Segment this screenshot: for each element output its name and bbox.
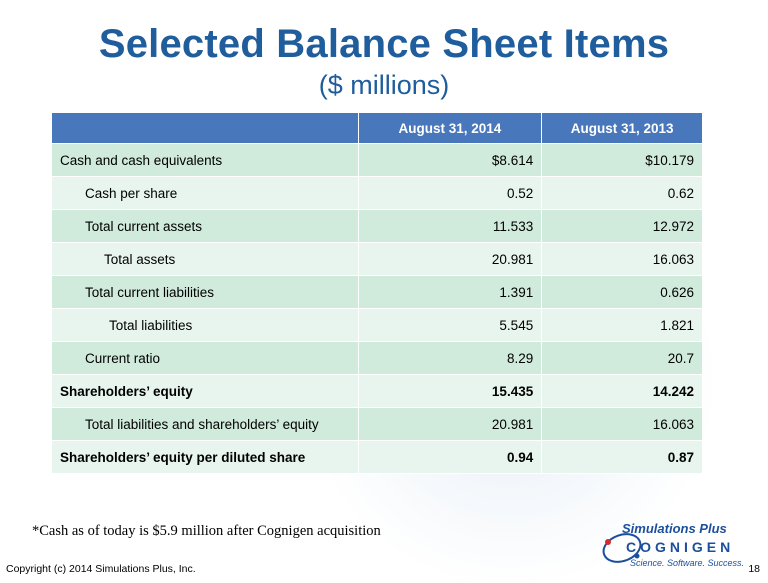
row-label: Total liabilities and shareholders’ equi… <box>51 407 359 441</box>
value-2013: $10.179 <box>541 143 703 177</box>
value-2014: 11.533 <box>357 209 543 243</box>
value-2013: 12.972 <box>541 209 703 243</box>
table-body: Cash and cash equivalents $8.614 $10.179 Ca… <box>51 143 703 474</box>
row-label: Cash per share <box>51 176 359 210</box>
value-2014: 5.545 <box>357 308 543 342</box>
header-cell-label <box>51 112 359 144</box>
value-2013: 14.242 <box>541 374 703 408</box>
slide-subtitle: ($ millions) <box>318 70 450 100</box>
value-2014: 8.29 <box>357 341 543 375</box>
table-row: Cash per share 0.52 0.62 <box>51 176 703 210</box>
value-2014: 20.981 <box>357 407 543 441</box>
table-row: Current ratio 8.29 20.7 <box>51 341 703 375</box>
table-row: Total liabilities and shareholders’ equi… <box>51 407 703 441</box>
value-2013: 16.063 <box>541 407 703 441</box>
row-label: Current ratio <box>51 341 359 375</box>
simulations-plus-cognigen-logo: Simulations Plus COGNIGEN Science. Softw… <box>602 521 744 568</box>
value-2014: 15.435 <box>357 374 543 408</box>
table-row: Total liabilities 5.545 1.821 <box>51 308 703 342</box>
value-2014: 20.981 <box>357 242 543 276</box>
balance-sheet-table: August 31, 2014 August 31, 2013 Cash and… <box>51 112 703 474</box>
header-cell-2013: August 31, 2013 <box>541 112 703 144</box>
footnote: *Cash as of today is $5.9 million after … <box>32 523 381 539</box>
value-2014: 0.94 <box>357 440 543 474</box>
row-label: Total current liabilities <box>51 275 359 309</box>
value-2013: 0.87 <box>541 440 703 474</box>
row-label: Total current assets <box>51 209 359 243</box>
value-2013: 0.62 <box>541 176 703 210</box>
value-2014: $8.614 <box>357 143 543 177</box>
logo-line2: COGNIGEN <box>626 539 734 555</box>
table-row: Total current liabilities 1.391 0.626 <box>51 275 703 309</box>
page-number: 18 <box>748 563 760 575</box>
table-row: Total current assets 11.533 12.972 <box>51 209 703 243</box>
logo-tagline: Science. Software. Success. <box>630 558 744 568</box>
table-header-row: August 31, 2014 August 31, 2013 <box>51 112 703 144</box>
copyright-text: Copyright (c) 2014 Simulations Plus, Inc… <box>6 563 196 575</box>
logo-line1: Simulations Plus <box>622 521 727 536</box>
table-row: Shareholders’ equity 15.435 14.242 <box>51 374 703 408</box>
value-2014: 1.391 <box>357 275 543 309</box>
table-row: Cash and cash equivalents $8.614 $10.179 <box>51 143 703 177</box>
row-label: Cash and cash equivalents <box>51 143 359 177</box>
value-2014: 0.52 <box>357 176 543 210</box>
slide-title: Selected Balance Sheet Items <box>98 22 670 66</box>
table-row: Total assets 20.981 16.063 <box>51 242 703 276</box>
row-label: Shareholders’ equity <box>51 374 359 408</box>
table-row: Shareholders’ equity per diluted share 0.… <box>51 440 703 474</box>
value-2013: 0.626 <box>541 275 703 309</box>
header-cell-2014: August 31, 2014 <box>357 112 543 144</box>
row-label: Total assets <box>51 242 359 276</box>
orbit-swoosh <box>602 533 642 563</box>
row-label: Total liabilities <box>51 308 359 342</box>
company-logo: Simulations Plus COGNIGEN Science. Softw… <box>600 520 750 572</box>
value-2013: 1.821 <box>541 308 703 342</box>
logo-dot-red <box>605 539 611 545</box>
value-2013: 16.063 <box>541 242 703 276</box>
logo-dot-blue <box>634 553 640 559</box>
row-label: Shareholders’ equity per diluted share <box>51 440 359 474</box>
value-2013: 20.7 <box>541 341 703 375</box>
